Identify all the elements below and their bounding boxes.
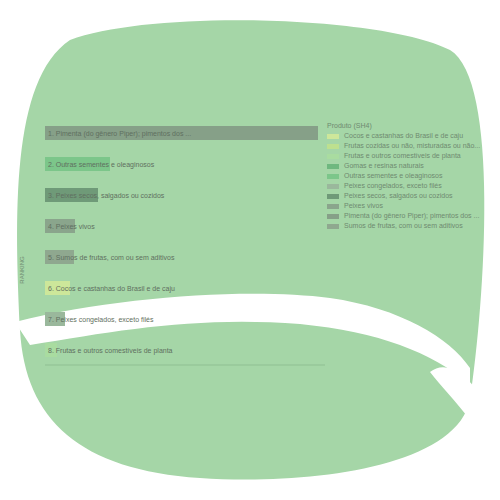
html-text:Sumos de frutas, com ou sem ad: Sumos de frutas, com ou sem aditivos <box>344 222 463 229</box>
svg-text:6. Cocos e castanhas do Brasil: 6. Cocos e castanhas do Brasil e de caju <box>48 285 175 293</box>
html-text:Peixes congelados, exceto filé: Peixes congelados, exceto filés <box>344 182 442 189</box>
svg-text:5. Sumos de frutas, com ou sem: 5. Sumos de frutas, com ou sem aditivos <box>48 254 175 261</box>
html-text:Frutas e outros comestíveis de: Frutas e outros comestíveis de planta <box>344 152 461 159</box>
html-text:RANKING: RANKING <box>19 256 25 284</box>
svg-text:3. Peixes secos, salgados ou c: 3. Peixes secos, salgados ou cozidos <box>48 192 165 200</box>
svg-text:1. Pimenta (do gênero Piper);: 1. Pimenta (do gênero Piper); pimentos d… <box>48 130 191 138</box>
svg-text:8. Frutas e outros comestíveis: 8. Frutas e outros comestíveis de planta <box>48 347 173 355</box>
html-text:Outras sementes e oleaginosos: Outras sementes e oleaginosos <box>344 172 443 179</box>
svg-text:7. Peixes congelados, exceto f: 7. Peixes congelados, exceto filés <box>48 316 154 324</box>
html-text:Frutas cozidas ou não, mistura: Frutas cozidas ou não, misturadas ou não… <box>344 142 481 149</box>
html-text:Pimenta (do gênero Piper); pim: Pimenta (do gênero Piper); pimentos dos … <box>344 212 480 219</box>
svg-text:2. Outras sementes e oleaginos: 2. Outras sementes e oleaginosos <box>48 161 155 169</box>
html-text:Peixes secos, salgados ou cozi: Peixes secos, salgados ou cozidos <box>344 192 453 199</box>
svg-text:4. Peixes vivos: 4. Peixes vivos <box>48 223 95 230</box>
html-text:Cocos e castanhas do Brasil e: Cocos e castanhas do Brasil e de caju <box>344 132 464 139</box>
html-text:Produto (SH4): Produto (SH4) <box>327 122 372 129</box>
html-text:Gomas e resinas naturais: Gomas e resinas naturais <box>344 162 424 169</box>
html-text:Peixes vivos: Peixes vivos <box>344 202 383 209</box>
